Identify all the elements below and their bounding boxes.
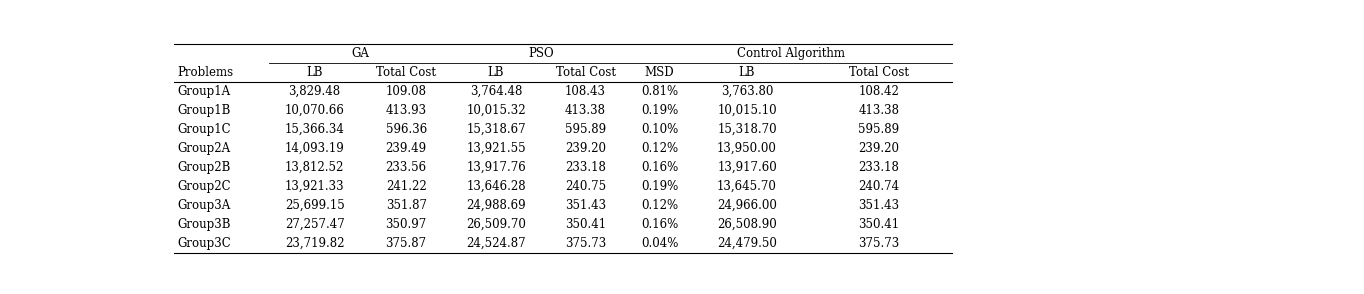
Text: 3,763.80: 3,763.80 (720, 85, 773, 98)
Text: MSD: MSD (645, 66, 674, 79)
Text: LB: LB (739, 66, 756, 79)
Text: 108.42: 108.42 (858, 85, 899, 98)
Text: 13,921.55: 13,921.55 (466, 142, 527, 155)
Text: 0.81%: 0.81% (641, 85, 678, 98)
Text: 27,257.47: 27,257.47 (285, 218, 345, 231)
Text: 0.12%: 0.12% (641, 199, 678, 212)
Text: 239.20: 239.20 (565, 142, 606, 155)
Text: 24,479.50: 24,479.50 (717, 237, 777, 250)
Text: 109.08: 109.08 (386, 85, 427, 98)
Text: Group2C: Group2C (177, 180, 232, 193)
Text: 25,699.15: 25,699.15 (285, 199, 345, 212)
Text: 15,318.67: 15,318.67 (466, 123, 527, 136)
Text: 239.49: 239.49 (386, 142, 427, 155)
Text: Problems: Problems (177, 66, 233, 79)
Text: Group2A: Group2A (177, 142, 231, 155)
Text: Total Cost: Total Cost (555, 66, 615, 79)
Text: Control Algorithm: Control Algorithm (738, 47, 846, 60)
Text: Total Cost: Total Cost (376, 66, 436, 79)
Text: PSO: PSO (529, 47, 554, 60)
Text: 351.43: 351.43 (565, 199, 606, 212)
Text: Group3A: Group3A (177, 199, 231, 212)
Text: 375.73: 375.73 (565, 237, 606, 250)
Text: 0.16%: 0.16% (641, 161, 678, 174)
Text: 24,988.69: 24,988.69 (466, 199, 527, 212)
Text: 240.74: 240.74 (858, 180, 899, 193)
Text: 351.87: 351.87 (386, 199, 427, 212)
Text: 13,645.70: 13,645.70 (717, 180, 777, 193)
Text: 0.12%: 0.12% (641, 142, 678, 155)
Text: 350.97: 350.97 (386, 218, 427, 231)
Text: 10,015.10: 10,015.10 (717, 104, 777, 117)
Text: 351.43: 351.43 (858, 199, 899, 212)
Text: 596.36: 596.36 (386, 123, 427, 136)
Text: 239.20: 239.20 (858, 142, 899, 155)
Text: LB: LB (488, 66, 505, 79)
Text: 13,917.60: 13,917.60 (717, 161, 777, 174)
Text: 375.87: 375.87 (386, 237, 427, 250)
Text: 13,917.76: 13,917.76 (466, 161, 527, 174)
Text: 413.38: 413.38 (565, 104, 606, 117)
Text: 13,950.00: 13,950.00 (717, 142, 777, 155)
Text: 595.89: 595.89 (565, 123, 606, 136)
Text: 26,508.90: 26,508.90 (717, 218, 777, 231)
Text: 3,764.48: 3,764.48 (469, 85, 522, 98)
Text: 14,093.19: 14,093.19 (285, 142, 345, 155)
Text: 23,719.82: 23,719.82 (285, 237, 344, 250)
Text: 15,318.70: 15,318.70 (717, 123, 777, 136)
Text: Group3C: Group3C (177, 237, 232, 250)
Text: 13,646.28: 13,646.28 (466, 180, 527, 193)
Text: 108.43: 108.43 (565, 85, 606, 98)
Text: 413.93: 413.93 (386, 104, 427, 117)
Text: 3,829.48: 3,829.48 (289, 85, 341, 98)
Text: 0.04%: 0.04% (641, 237, 678, 250)
Text: 350.41: 350.41 (565, 218, 606, 231)
Text: 413.38: 413.38 (858, 104, 899, 117)
Text: 350.41: 350.41 (858, 218, 899, 231)
Text: Group1B: Group1B (177, 104, 231, 117)
Text: 375.73: 375.73 (858, 237, 899, 250)
Text: 0.16%: 0.16% (641, 218, 678, 231)
Text: Total Cost: Total Cost (848, 66, 908, 79)
Text: 10,015.32: 10,015.32 (466, 104, 527, 117)
Text: 595.89: 595.89 (858, 123, 899, 136)
Text: 10,070.66: 10,070.66 (285, 104, 345, 117)
Text: 0.10%: 0.10% (641, 123, 678, 136)
Text: 0.19%: 0.19% (641, 104, 678, 117)
Text: GA: GA (352, 47, 370, 60)
Text: Group3B: Group3B (177, 218, 231, 231)
Text: 24,524.87: 24,524.87 (466, 237, 527, 250)
Text: 241.22: 241.22 (386, 180, 427, 193)
Text: 13,812.52: 13,812.52 (285, 161, 344, 174)
Text: 0.19%: 0.19% (641, 180, 678, 193)
Text: Group1C: Group1C (177, 123, 232, 136)
Text: 13,921.33: 13,921.33 (285, 180, 345, 193)
Text: 15,366.34: 15,366.34 (285, 123, 345, 136)
Text: 240.75: 240.75 (565, 180, 606, 193)
Text: 233.56: 233.56 (386, 161, 427, 174)
Text: 24,966.00: 24,966.00 (717, 199, 777, 212)
Text: Group1A: Group1A (177, 85, 231, 98)
Text: LB: LB (307, 66, 323, 79)
Text: 233.18: 233.18 (858, 161, 899, 174)
Text: 26,509.70: 26,509.70 (466, 218, 527, 231)
Text: 233.18: 233.18 (565, 161, 606, 174)
Text: Group2B: Group2B (177, 161, 231, 174)
